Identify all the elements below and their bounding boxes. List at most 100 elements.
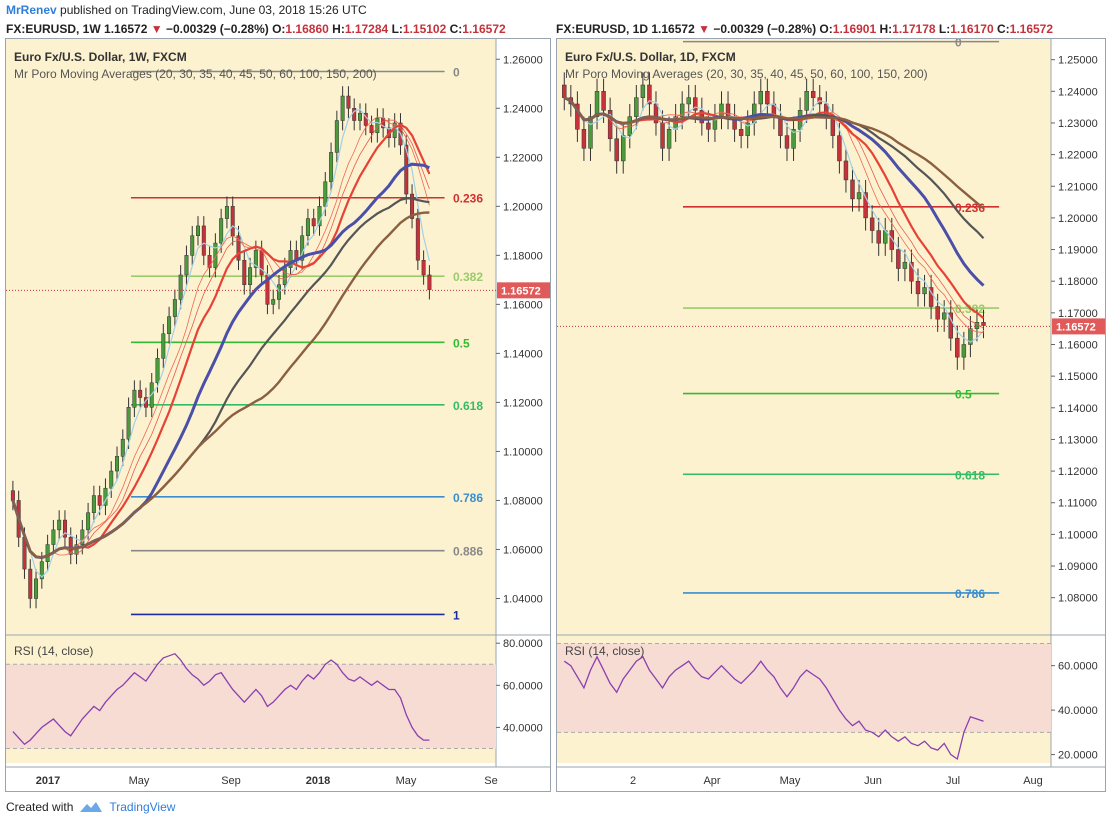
candle-body (693, 97, 698, 111)
time-tick-label: May (129, 775, 150, 787)
time-tick-label: Apr (703, 775, 720, 787)
daily-chart-svg[interactable]: 1.25000 1.24000 1.23000 1.22000 1.21000 1.200… (557, 36, 1105, 791)
price-tick-label: 1.12000 (1058, 466, 1098, 478)
candle-body (955, 337, 960, 358)
candle-body (201, 225, 206, 256)
time-tick-label: Jun (864, 775, 882, 787)
price-tick-label: 1.10000 (1058, 529, 1098, 541)
moving-average-line (11, 211, 430, 559)
candle-body (68, 536, 73, 555)
candle-body (410, 193, 415, 219)
right-close: 1.16572 (1009, 22, 1054, 36)
right-ohlc-line: FX:EURUSD, 1D 1.16572 ▼ −0.00329 (−0.28%… (556, 22, 1053, 36)
candle-body (941, 312, 947, 320)
price-tick-label: 1.22000 (503, 152, 543, 164)
daily-chart-panel[interactable]: 1.25000 1.24000 1.23000 1.22000 1.21000 1.200… (556, 36, 1106, 792)
candle-body (352, 108, 357, 121)
tradingview-brand[interactable]: TradingView (109, 800, 176, 814)
moving-average-line (563, 96, 985, 210)
candle-body (594, 91, 600, 117)
candle-body (961, 344, 967, 358)
candle-body (28, 568, 33, 599)
candle-body (109, 470, 114, 489)
weekly-chart-panel[interactable]: 1.26000 1.24000 1.22000 1.20000 1.18000 1.160… (5, 38, 551, 792)
chart-title: Euro Fx/U.S. Dollar, 1D, FXCM (565, 50, 736, 64)
price-tick-label: 1.12000 (503, 397, 543, 409)
time-tick-label: 2017 (36, 775, 60, 787)
candle-body (575, 103, 580, 130)
price-tick-label: 1.06000 (503, 544, 543, 556)
fib-label: 0.786 (955, 587, 985, 601)
time-tick-label: May (780, 775, 801, 787)
candle-body (271, 299, 276, 305)
candle-body (132, 389, 137, 408)
candle-body (230, 206, 235, 236)
candle-body (686, 97, 691, 105)
candle-body (288, 250, 293, 268)
created-with-label: Created with (6, 800, 74, 814)
candle-body (415, 218, 420, 261)
price-tick-label: 1.18000 (503, 250, 543, 262)
candle-body (57, 519, 62, 531)
candle-body (856, 192, 862, 200)
candle-body (889, 230, 895, 250)
price-tick-label: 1.22000 (1058, 150, 1098, 162)
price-tick-label: 1.14000 (503, 348, 543, 360)
fib-label: 0 (453, 66, 460, 80)
candle-body (277, 284, 281, 300)
candle-body (329, 152, 334, 183)
candle-body (91, 495, 96, 513)
candle-body (706, 122, 711, 130)
candle-body (909, 261, 914, 282)
rsi-tick-label: 40.0000 (1058, 705, 1098, 717)
candle-body (39, 561, 44, 580)
weekly-chart-svg[interactable]: 1.26000 1.24000 1.22000 1.20000 1.18000 1.160… (6, 39, 550, 791)
last-price-tag (497, 282, 550, 299)
candle-body (213, 242, 218, 268)
fib-label: 0 (955, 39, 962, 50)
candle-body (679, 103, 685, 117)
candle-body (138, 389, 143, 398)
footer: Created with TradingView (6, 800, 175, 814)
rsi-tick-label: 80.0000 (503, 638, 543, 650)
rsi-tick-label: 20.0000 (1058, 750, 1098, 762)
right-high: 1.17178 (892, 22, 936, 36)
candle-body (167, 316, 172, 335)
left-o-label: O: (272, 22, 286, 36)
price-tick-label: 1.14000 (1058, 403, 1098, 415)
candle-body (80, 529, 85, 545)
candle-body (427, 274, 432, 290)
last-price-value: 1.16572 (1056, 321, 1096, 333)
candle-body (340, 95, 345, 121)
price-tick-label: 1.23000 (1058, 118, 1098, 130)
candle-body (765, 91, 770, 105)
fib-label: 0.618 (453, 399, 483, 413)
candle-body (850, 179, 855, 200)
candle-body (421, 259, 426, 276)
price-tick-label: 1.10000 (503, 446, 543, 458)
candle-body (155, 358, 160, 384)
fib-label: 0.786 (453, 491, 483, 505)
price-tick-label: 1.21000 (1058, 181, 1098, 193)
candle-body (863, 192, 868, 219)
candle-body (915, 280, 921, 295)
rsi-label: RSI (14, close) (565, 644, 644, 658)
rsi-label: RSI (14, close) (14, 644, 93, 658)
moving-average-line (12, 119, 430, 559)
candle-body (346, 95, 351, 109)
fib-label: 0.5 (955, 388, 972, 402)
author-name[interactable]: MrRenev (6, 3, 57, 17)
right-low: 1.16170 (950, 22, 994, 36)
candle-body (51, 529, 56, 545)
candle-body (928, 287, 934, 307)
candle-body (647, 84, 652, 105)
left-plot-background (6, 39, 496, 635)
candle-body (190, 235, 195, 256)
candle-body (837, 135, 842, 162)
candle-body (634, 97, 639, 117)
candle-body (178, 274, 183, 300)
candle-body (745, 122, 750, 136)
fib-label: 0.382 (453, 270, 483, 284)
down-arrow-icon: ▼ (150, 22, 163, 36)
candle-body (758, 91, 764, 105)
